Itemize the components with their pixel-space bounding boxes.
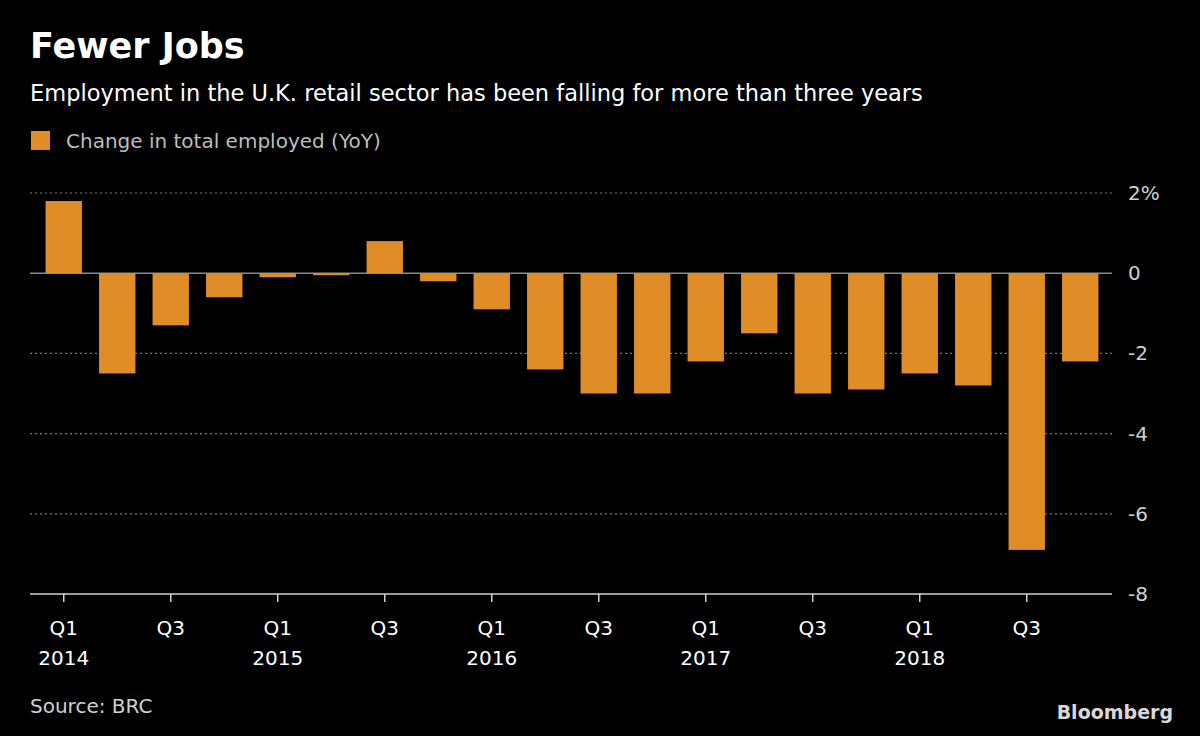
x-tick <box>63 594 65 602</box>
x-tick-label-line: Q3 <box>585 616 613 640</box>
grid-line <box>30 513 1112 514</box>
bar <box>795 273 831 393</box>
bar <box>527 273 563 369</box>
legend-swatch <box>31 131 50 150</box>
x-tick <box>170 594 172 602</box>
bar <box>902 273 938 373</box>
bar <box>955 273 991 385</box>
bar <box>260 273 296 277</box>
x-tick-label: Q1 2014 <box>38 616 89 670</box>
bar <box>420 273 456 281</box>
x-tick-label-line: Q1 <box>692 616 720 640</box>
legend-label: Change in total employed (YoY) <box>66 129 381 153</box>
x-tick-label-line: 2014 <box>38 646 89 670</box>
x-tick <box>277 594 279 602</box>
x-tick-label-line: Q1 <box>478 616 506 640</box>
x-tick-label: Q1 2018 <box>894 616 945 670</box>
x-tick <box>919 594 921 602</box>
y-tick-label: 2% <box>1128 181 1160 205</box>
grid-line <box>30 192 1112 193</box>
x-tick-label: Q3 <box>157 616 185 640</box>
x-tick-label: Q1 2015 <box>252 616 303 670</box>
bar <box>581 273 617 393</box>
x-tick-label-line: 2015 <box>252 646 303 670</box>
x-tick-label: Q3 <box>371 616 399 640</box>
bars <box>46 201 1099 550</box>
x-tick-label: Q3 <box>1013 616 1041 640</box>
x-tick-label: Q3 <box>585 616 613 640</box>
subtitle: Employment in the U.K. retail sector has… <box>30 80 923 106</box>
bar <box>688 273 724 361</box>
x-tick-label-line: Q1 <box>50 616 78 640</box>
brand: Bloomberg <box>1057 701 1173 723</box>
bar <box>313 273 349 275</box>
x-tick <box>491 594 493 602</box>
x-tick-label-line: Q3 <box>1013 616 1041 640</box>
y-tick-label: -6 <box>1128 502 1148 526</box>
x-tick-label-line: Q3 <box>799 616 827 640</box>
x-tick-label-line: Q1 <box>264 616 292 640</box>
bar <box>153 273 189 325</box>
grid-line <box>30 433 1112 434</box>
y-tick-label: 0 <box>1128 261 1141 285</box>
x-tick <box>705 594 707 602</box>
bar <box>99 273 135 373</box>
x-tick-label: Q1 2016 <box>466 616 517 670</box>
grid-line <box>30 353 1112 354</box>
bar <box>634 273 670 393</box>
x-tick <box>598 594 600 602</box>
y-tick-label: -8 <box>1128 582 1148 606</box>
source: Source: BRC <box>30 694 152 718</box>
x-tick-label-line: 2018 <box>894 646 945 670</box>
bar <box>46 201 82 273</box>
bar <box>206 273 242 297</box>
bar <box>1062 273 1098 361</box>
x-tick-label: Q3 <box>799 616 827 640</box>
title: Fewer Jobs <box>30 26 245 66</box>
y-tick-label: -2 <box>1128 341 1148 365</box>
x-tick-label-line: Q3 <box>371 616 399 640</box>
bar <box>367 241 403 273</box>
x-tick <box>812 594 814 602</box>
bar <box>741 273 777 333</box>
x-tick-label-line: Q3 <box>157 616 185 640</box>
bar <box>1009 273 1045 550</box>
x-tick-label: Q1 2017 <box>680 616 731 670</box>
bar <box>474 273 510 309</box>
zero-line <box>30 272 1112 274</box>
x-tick-label-line: 2017 <box>680 646 731 670</box>
x-tick-label-line: 2016 <box>466 646 517 670</box>
y-tick-label: -4 <box>1128 422 1148 446</box>
background <box>0 0 1200 736</box>
x-tick <box>384 594 386 602</box>
x-tick-label-line: Q1 <box>906 616 934 640</box>
x-tick <box>1026 594 1028 602</box>
axis-line <box>30 593 1112 595</box>
bar <box>848 273 884 389</box>
